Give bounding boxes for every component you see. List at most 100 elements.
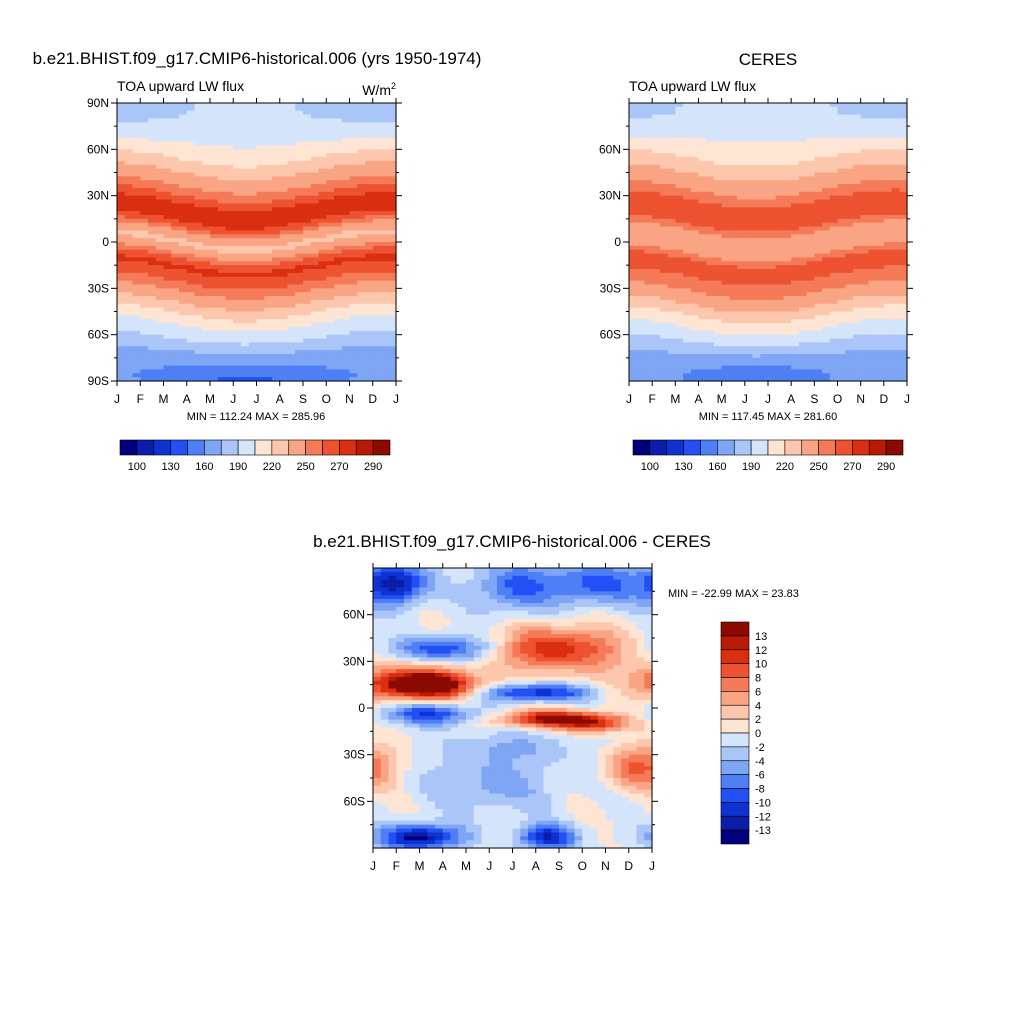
contour-cell bbox=[287, 319, 296, 324]
contour-cell bbox=[186, 160, 196, 166]
contour-cell bbox=[690, 118, 700, 123]
contour-cell bbox=[752, 249, 761, 255]
contour-cell bbox=[852, 122, 862, 127]
contour-cell bbox=[690, 103, 700, 108]
contour-cell bbox=[760, 211, 769, 216]
contour-cell bbox=[760, 130, 769, 135]
contour-cell bbox=[117, 180, 126, 185]
contour-cell bbox=[171, 160, 180, 166]
contour-cell bbox=[636, 242, 646, 247]
contour-cell bbox=[124, 311, 134, 316]
contour-cell bbox=[326, 369, 335, 374]
contour-cell bbox=[629, 184, 638, 189]
contour-cell bbox=[883, 230, 893, 235]
contour-cell bbox=[334, 253, 343, 259]
contour-cell bbox=[318, 346, 327, 351]
contour-cell bbox=[279, 114, 289, 120]
contour-cell bbox=[140, 157, 149, 162]
contour-cell bbox=[264, 276, 273, 282]
contour-cell bbox=[652, 238, 661, 243]
contour-cell bbox=[814, 311, 823, 316]
contour-cell bbox=[132, 346, 141, 351]
contour-cell bbox=[698, 130, 707, 135]
contour-cell bbox=[334, 346, 343, 351]
contour-cell bbox=[683, 269, 692, 274]
contour-cell bbox=[341, 330, 351, 336]
contour-cell bbox=[876, 261, 885, 266]
contour-cell bbox=[783, 276, 792, 282]
contour-cell bbox=[148, 338, 157, 343]
contour-cell bbox=[272, 377, 281, 382]
contour-cell bbox=[210, 187, 219, 193]
contour-cell bbox=[225, 145, 234, 150]
contour-cell bbox=[737, 288, 746, 293]
contour-cell bbox=[303, 214, 312, 220]
contour-cell bbox=[326, 238, 335, 243]
contour-cell bbox=[217, 157, 227, 162]
contour-cell bbox=[822, 242, 831, 247]
contour-cell bbox=[217, 323, 227, 328]
contour-cell bbox=[272, 303, 281, 309]
contour-cell bbox=[644, 168, 653, 174]
contour-cell bbox=[349, 257, 358, 262]
contour-cell bbox=[876, 330, 885, 336]
contour-cell bbox=[814, 191, 823, 197]
contour-cell bbox=[806, 103, 815, 108]
contour-cell bbox=[822, 114, 831, 120]
contour-cell bbox=[775, 211, 785, 216]
contour-cell bbox=[295, 145, 304, 150]
contour-cell bbox=[272, 292, 281, 297]
contour-cell bbox=[202, 245, 211, 251]
contour-cell bbox=[683, 342, 692, 347]
contour-cell bbox=[264, 203, 273, 208]
contour-cell bbox=[163, 176, 172, 181]
contour-cell bbox=[837, 118, 846, 123]
contour-cell bbox=[326, 226, 335, 232]
month-tick-label: M bbox=[205, 392, 215, 406]
contour-cell bbox=[155, 261, 165, 266]
contour-cell bbox=[124, 153, 134, 158]
contour-cell bbox=[876, 269, 885, 274]
contour-cell bbox=[814, 133, 823, 139]
contour-cell bbox=[124, 168, 134, 174]
contour-cell bbox=[256, 296, 265, 301]
contour-cell bbox=[644, 126, 653, 131]
contour-cell bbox=[675, 334, 684, 340]
contour-cell bbox=[721, 184, 730, 189]
contour-cell bbox=[652, 130, 661, 135]
contour-cell bbox=[171, 118, 180, 123]
contour-cell bbox=[829, 346, 839, 351]
contour-cell bbox=[287, 245, 296, 251]
contour-cell bbox=[295, 288, 304, 293]
contour-cell bbox=[148, 350, 157, 355]
contour-cell bbox=[225, 338, 234, 343]
ceres-panel-title: CERES bbox=[739, 50, 798, 69]
contour-cell bbox=[225, 214, 234, 220]
contour-cell bbox=[845, 280, 854, 286]
contour-cell bbox=[659, 226, 669, 232]
contour-cell bbox=[852, 261, 862, 266]
contour-cell bbox=[233, 269, 242, 274]
contour-cell bbox=[644, 280, 653, 286]
contour-cell bbox=[349, 214, 358, 220]
contour-cell bbox=[806, 191, 815, 197]
contour-cell bbox=[752, 176, 761, 181]
contour-cell bbox=[752, 141, 761, 147]
contour-cell bbox=[883, 342, 893, 347]
contour-cell bbox=[318, 269, 327, 274]
contour-cell bbox=[883, 299, 893, 305]
contour-cell bbox=[233, 149, 242, 154]
contour-cell bbox=[241, 269, 250, 274]
contour-cell bbox=[256, 284, 265, 289]
contour-cell bbox=[629, 238, 638, 243]
contour-cell bbox=[365, 180, 374, 185]
contour-cell bbox=[760, 145, 769, 150]
contour-cell bbox=[822, 187, 831, 193]
contour-cell bbox=[194, 141, 203, 147]
contour-cell bbox=[140, 168, 149, 174]
contour-cell bbox=[365, 230, 374, 235]
contour-cell bbox=[155, 149, 165, 154]
contour-cell bbox=[876, 126, 885, 131]
contour-cell bbox=[636, 149, 646, 154]
contour-cell bbox=[380, 133, 389, 139]
